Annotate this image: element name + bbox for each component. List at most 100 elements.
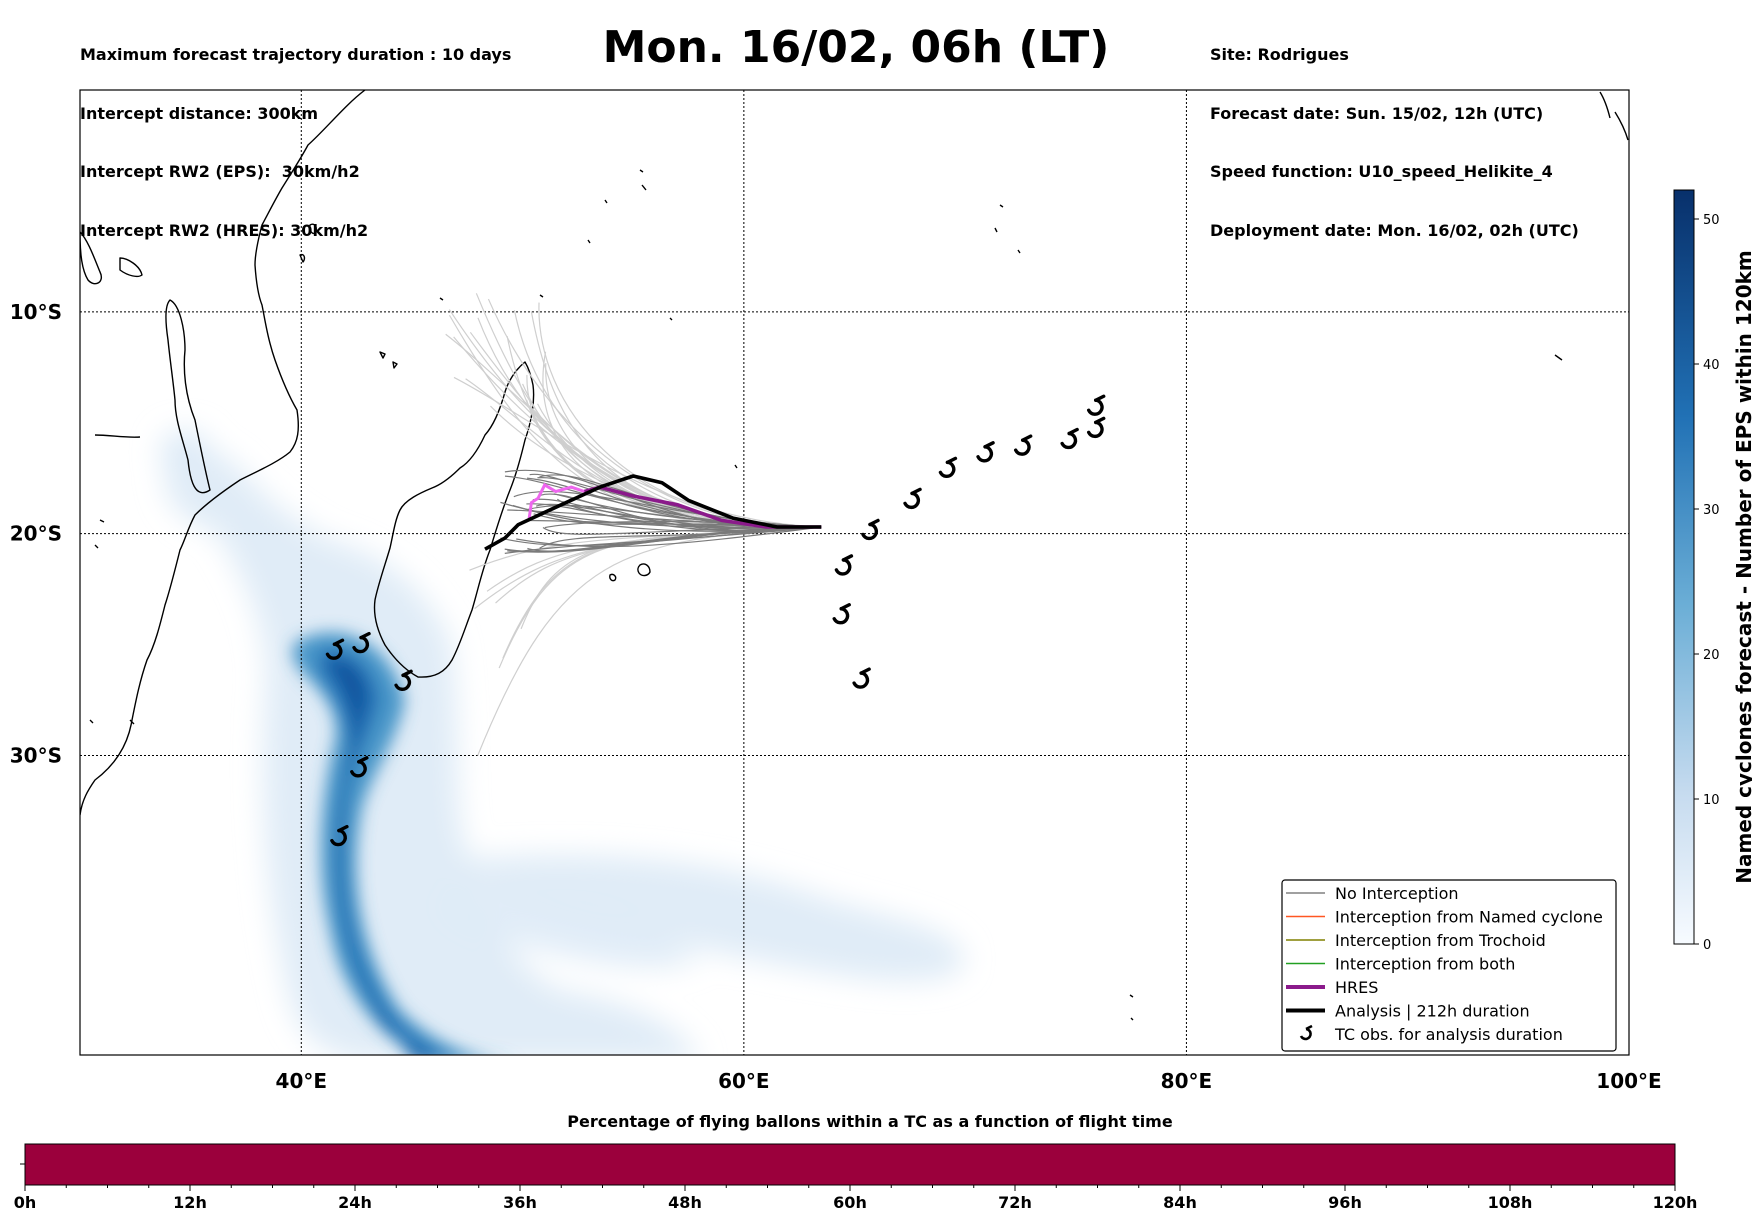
header-right-line: Speed function: U10_speed_Helikite_4 <box>1210 162 1553 181</box>
eps-trajectory-light <box>520 526 822 630</box>
comoros-coast <box>379 351 398 369</box>
madagascar-coast <box>373 361 535 678</box>
tc-marker-icon <box>352 631 371 654</box>
flight-bar-tick-label: 0h <box>14 1193 37 1212</box>
colorbar-label: Named cyclones forecast - Number of EPS … <box>1732 250 1752 884</box>
chagos-islets <box>994 204 1021 254</box>
lon-tick-labels: 40°E 60°E 80°E 100°E <box>276 1069 1662 1093</box>
flight-bar-tick-label: 36h <box>503 1193 537 1212</box>
eps-trajectory <box>500 526 822 547</box>
legend-label: No Interception <box>1335 884 1459 903</box>
colorbar-ticks: 0 10 20 30 40 50 <box>1694 213 1720 953</box>
tc-marker-icon <box>325 638 345 660</box>
tc-marker-icon <box>938 456 958 478</box>
main-title-text: Mon. 16/02, 06h (LT) <box>602 22 1110 73</box>
tc-marker-icon <box>976 441 995 463</box>
tc-marker-icon <box>350 756 369 778</box>
legend: No Interception Interception from Named c… <box>1281 879 1617 1052</box>
flight-bar-tick-label: 108h <box>1488 1193 1533 1212</box>
legend-label: Interception from both <box>1335 955 1515 974</box>
seychelles-islets <box>439 169 738 469</box>
legend-label: Interception from Named cyclone <box>1335 908 1603 927</box>
legend-tc-marker-icon <box>1299 1024 1313 1041</box>
legend-label: TC obs. for analysis duration <box>1334 1025 1563 1044</box>
eps-trajectory <box>507 526 822 553</box>
density-outer-halo <box>160 430 965 1055</box>
colorbar-tick-label: 10 <box>1703 793 1720 808</box>
header-left-line: Intercept RW2 (EPS): 30km/h2 <box>80 162 360 181</box>
legend-label: Analysis | 212h duration <box>1335 1002 1530 1021</box>
eps-trajectory <box>537 477 822 528</box>
mauritius-coast <box>637 563 651 577</box>
tc-marker-icon <box>1087 394 1106 416</box>
colorbar-tick-label: 30 <box>1703 503 1720 518</box>
tc-marker-icon <box>832 603 851 625</box>
analysis-trajectory <box>484 474 822 551</box>
map-grid <box>80 90 1629 1055</box>
eps-trajectory-light <box>477 526 822 756</box>
tc-marker-icon <box>861 518 880 541</box>
flight-bar-tick-label: 84h <box>1163 1193 1197 1212</box>
coastlines <box>80 90 1629 1021</box>
density-core <box>292 632 476 1055</box>
tc-marker-icon <box>834 554 854 576</box>
colorbar-tick-label: 0 <box>1703 938 1711 953</box>
lon-tick-label: 100°E <box>1596 1069 1661 1093</box>
colorbar-tick-label: 20 <box>1703 648 1720 663</box>
lake-coast <box>165 299 211 494</box>
africa-coast <box>80 90 366 816</box>
flight-time-bar: Percentage of flying ballons within a TC… <box>14 1112 1698 1212</box>
eps-trajectory-light <box>530 311 822 528</box>
tc-marker-icon <box>903 487 922 510</box>
colorbar-gradient <box>1673 189 1695 945</box>
tc-marker-icon <box>1060 427 1079 450</box>
flight-bar-ticks: 0h 12h 24h 36h 48h 60h 72h 84h 96h 108h 120h <box>14 1185 1698 1212</box>
flight-bar-tick-label: 60h <box>833 1193 867 1212</box>
tc-marker-icon <box>330 824 349 847</box>
lat-tick-label: 10°S <box>10 300 62 324</box>
far-east-coast <box>1599 91 1629 141</box>
main-title: Mon. 16/02, 06h (LT) <box>0 22 1752 73</box>
header-right-line: Deployment date: Mon. 16/02, 02h (UTC) <box>1210 220 1579 240</box>
lon-tick-label: 60°E <box>718 1069 770 1093</box>
legend-label: Interception from Trochoid <box>1335 931 1546 950</box>
mozambique-islets <box>89 519 135 725</box>
colorbar-tick-label: 40 <box>1703 358 1720 373</box>
reunion-coast <box>609 573 617 582</box>
lon-tick-label: 80°E <box>1161 1069 1213 1093</box>
colorbar-tick-label: 50 <box>1703 213 1720 228</box>
lat-tick-label: 20°S <box>10 522 62 546</box>
lat-tick-label: 30°S <box>10 744 62 768</box>
hres-trajectory-early <box>527 482 585 519</box>
header-right-info: Site: Rodrigues Forecast date: Sun. 15/0… <box>1210 6 1579 260</box>
legend-box <box>1281 879 1617 1052</box>
eps-colorbar: 0 10 20 30 40 50 Named cyclones forecast - Nu… <box>1673 189 1752 953</box>
eps-trajectory <box>516 526 822 548</box>
header-right-line: Forecast date: Sun. 15/02, 12h (UTC) <box>1210 103 1544 123</box>
header-left-info: Maximum forecast trajectory duration : 1… <box>80 6 511 260</box>
flight-bar-title: Percentage of flying ballons within a TC… <box>567 1112 1173 1131</box>
sumatra-islets <box>1129 354 1563 1021</box>
flight-bar-tick-label: 72h <box>998 1193 1032 1212</box>
header-left-line: Intercept distance: 300km <box>80 103 319 123</box>
flight-bar-tick-label: 12h <box>173 1193 207 1212</box>
map-frame <box>79 89 1630 1056</box>
tc-marker-icon <box>1087 416 1106 439</box>
flight-bar-tick-label: 24h <box>338 1193 372 1212</box>
tc-marker-icon <box>394 669 413 691</box>
lon-tick-label: 40°E <box>276 1069 328 1093</box>
legend-label: HRES <box>1335 978 1378 997</box>
header-right-line: Site: Rodrigues <box>1210 45 1349 64</box>
flight-bar-tick-label: 120h <box>1653 1193 1698 1212</box>
lake-tanganyika-coast <box>94 434 141 438</box>
eps-trajectory <box>532 498 822 530</box>
eps-density-field <box>160 430 965 1055</box>
eps-trajectory <box>526 503 822 532</box>
eps-trajectory-light <box>453 376 822 528</box>
map-area <box>80 90 1629 1055</box>
lat-tick-labels: 10°S 20°S 30°S <box>10 300 62 768</box>
tc-marker-icon <box>1013 434 1033 456</box>
tc-markers <box>325 394 1106 847</box>
header-left-line: Maximum forecast trajectory duration : 1… <box>80 45 512 64</box>
